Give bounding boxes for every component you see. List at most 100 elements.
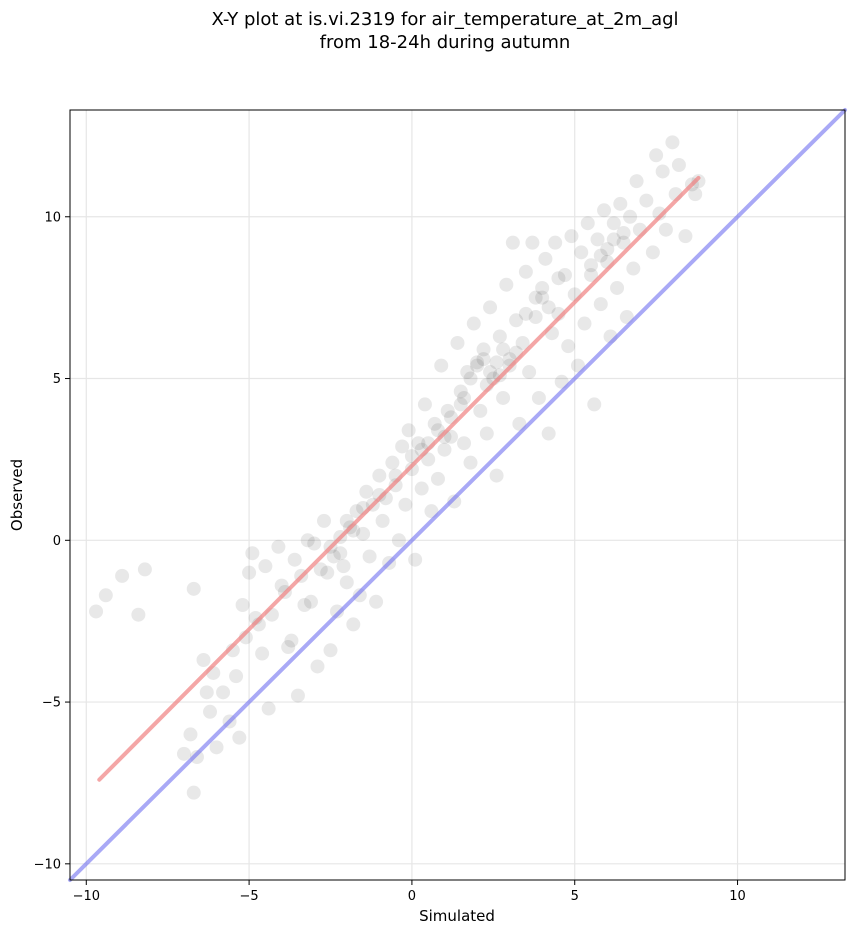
- data-point: [303, 594, 318, 609]
- data-point: [499, 277, 514, 292]
- data-point: [339, 575, 354, 590]
- data-point: [658, 222, 673, 237]
- data-point: [574, 245, 589, 260]
- data-point: [313, 562, 328, 577]
- data-point: [235, 598, 250, 612]
- data-point: [479, 426, 494, 441]
- data-point: [98, 588, 113, 603]
- data-point: [541, 300, 556, 315]
- data-point: [473, 403, 488, 418]
- data-point: [593, 297, 608, 312]
- data-point: [447, 494, 462, 509]
- data-point: [470, 355, 485, 370]
- data-point: [437, 429, 452, 444]
- data-point: [600, 242, 615, 257]
- data-point: [203, 704, 218, 719]
- data-point: [587, 397, 602, 412]
- data-point: [655, 164, 670, 179]
- data-point: [443, 429, 458, 444]
- data-point: [186, 785, 201, 800]
- x-tick-label: −5: [240, 889, 259, 904]
- x-axis-label: Simulated: [419, 907, 495, 925]
- data-point: [137, 562, 152, 577]
- data-point: [323, 643, 338, 658]
- data-point: [557, 268, 572, 282]
- data-point: [369, 594, 384, 609]
- data-point: [356, 526, 371, 541]
- data-point: [199, 685, 214, 700]
- data-point: [271, 539, 286, 554]
- data-point: [391, 533, 406, 548]
- data-point: [115, 568, 130, 583]
- y-tick-label: −5: [42, 696, 61, 711]
- data-point: [395, 439, 410, 454]
- data-point: [349, 504, 364, 519]
- data-point: [430, 471, 445, 486]
- data-point: [597, 203, 612, 218]
- data-point: [255, 646, 270, 661]
- x-tick-label: −10: [73, 889, 100, 904]
- data-point: [476, 352, 491, 367]
- data-point: [564, 229, 579, 244]
- data-point: [665, 135, 680, 150]
- data-point: [616, 225, 631, 240]
- data-point: [652, 206, 667, 221]
- x-tick-label: 5: [571, 889, 579, 904]
- data-point: [281, 640, 296, 655]
- x-tick-label: 10: [729, 889, 746, 904]
- data-point: [606, 216, 621, 231]
- data-point: [284, 633, 299, 648]
- data-point: [336, 559, 351, 574]
- data-point: [427, 416, 442, 431]
- data-point: [535, 290, 550, 305]
- x-tick-label: 0: [408, 889, 416, 904]
- data-point: [216, 685, 231, 700]
- data-point: [688, 187, 703, 202]
- regression-line: [97, 175, 701, 782]
- data-point: [528, 290, 543, 305]
- data-point: [518, 264, 533, 279]
- data-point: [333, 546, 348, 561]
- data-point: [509, 313, 524, 328]
- data-point: [466, 316, 481, 331]
- data-point: [678, 229, 693, 244]
- y-tick-label: 0: [53, 534, 61, 549]
- data-point: [580, 216, 595, 231]
- data-point: [671, 158, 686, 172]
- chart-title-line2: from 18-24h during autumn: [320, 32, 571, 53]
- data-point: [463, 371, 478, 386]
- data-point: [362, 549, 377, 564]
- data-point: [551, 271, 566, 286]
- data-point: [300, 533, 315, 548]
- data-point: [476, 342, 491, 357]
- data-point: [388, 478, 403, 493]
- chart-title-line1: X-Y plot at is.vi.2319 for air_temperatu…: [211, 9, 678, 30]
- grid: [70, 110, 845, 880]
- data-point: [541, 426, 556, 441]
- data-point: [411, 436, 426, 451]
- data-point: [131, 607, 146, 622]
- data-point: [421, 452, 436, 467]
- data-point: [229, 669, 244, 684]
- data-point: [460, 365, 475, 380]
- data-point: [437, 442, 452, 457]
- data-point: [483, 365, 498, 380]
- data-point: [375, 513, 390, 528]
- data-point: [401, 423, 416, 438]
- data-point: [531, 390, 546, 405]
- data-point: [525, 235, 540, 250]
- data-point: [489, 355, 504, 370]
- data-point: [489, 468, 504, 483]
- data-point: [261, 701, 276, 716]
- data-point: [352, 588, 367, 603]
- data-point: [492, 329, 507, 344]
- data-point: [359, 484, 374, 499]
- data-point: [330, 604, 345, 619]
- data-point: [470, 358, 485, 373]
- data-point: [584, 258, 599, 273]
- data-point: [196, 653, 211, 667]
- data-point: [561, 339, 576, 354]
- data-point: [209, 740, 224, 755]
- y-tick-label: −10: [34, 857, 61, 872]
